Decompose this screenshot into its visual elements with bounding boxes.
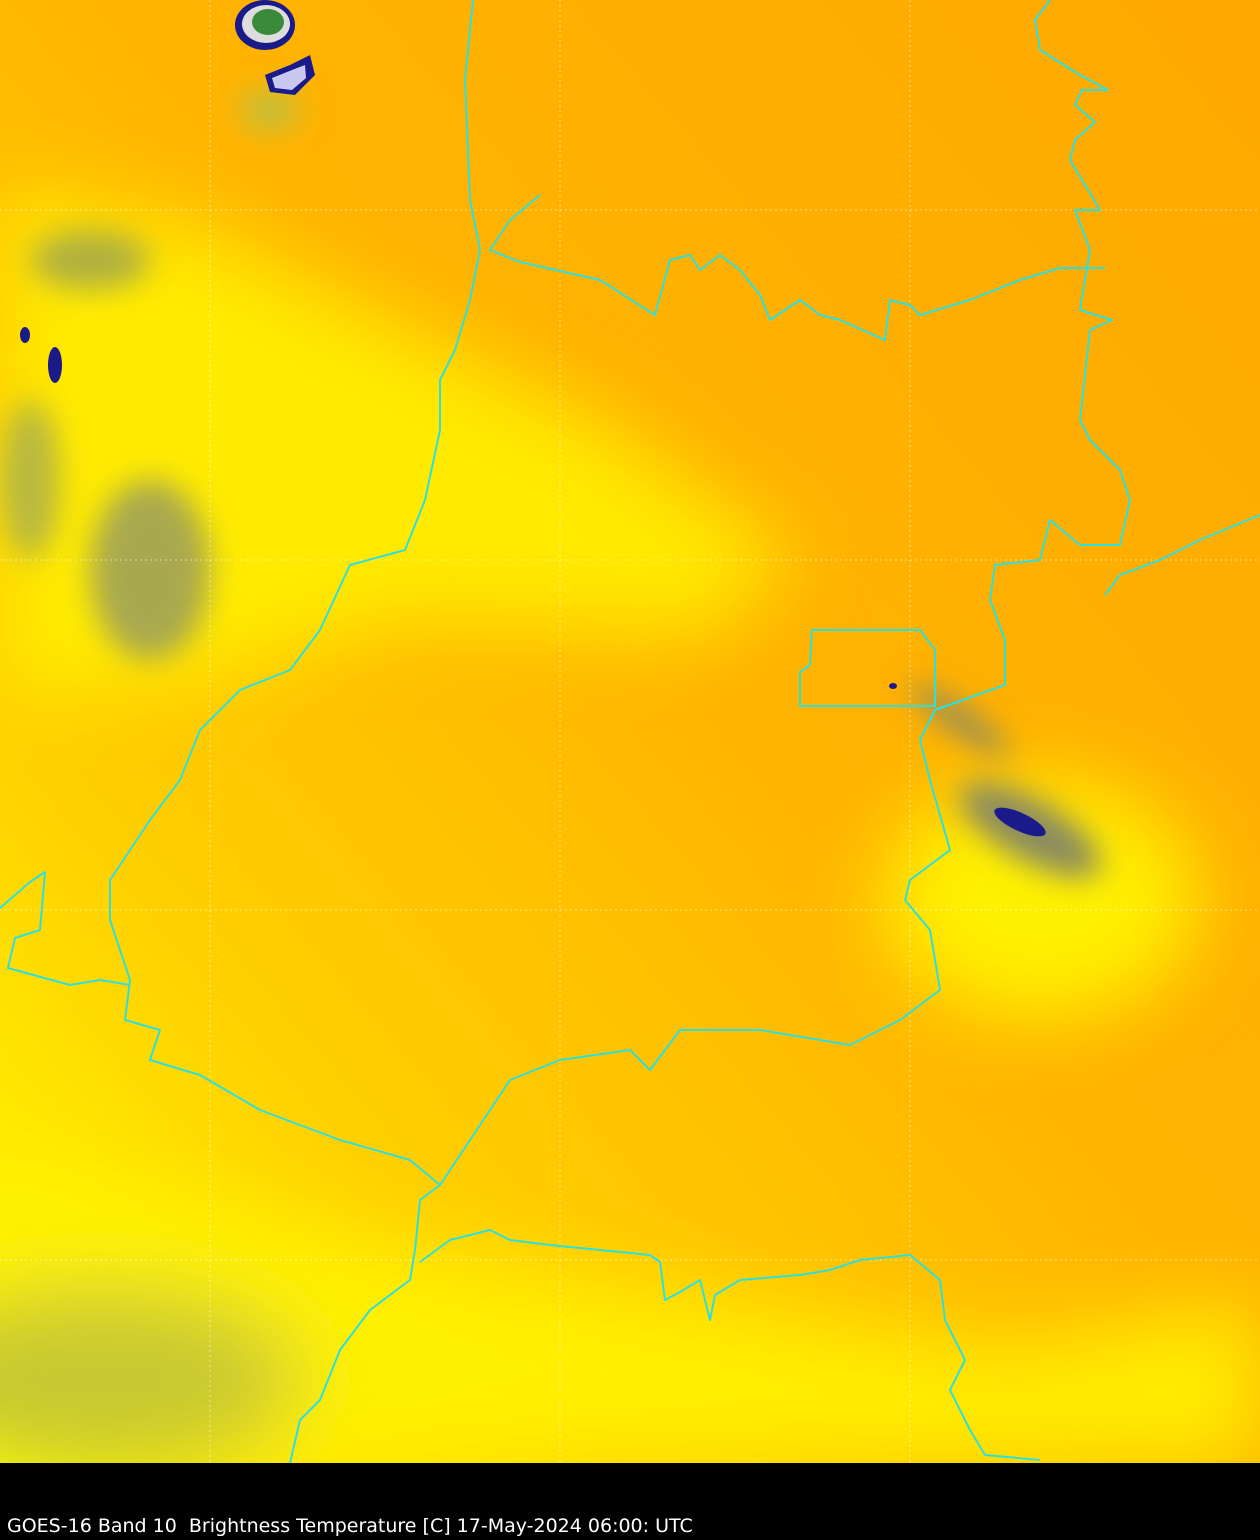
- graticule: [0, 0, 1260, 1463]
- cold-cores: [20, 0, 1046, 837]
- brightness-temperature-map: [0, 0, 1260, 1463]
- state-borders: [0, 0, 1260, 1463]
- image-caption: GOES-16 Band 10 Brightness Temperature […: [7, 1515, 693, 1537]
